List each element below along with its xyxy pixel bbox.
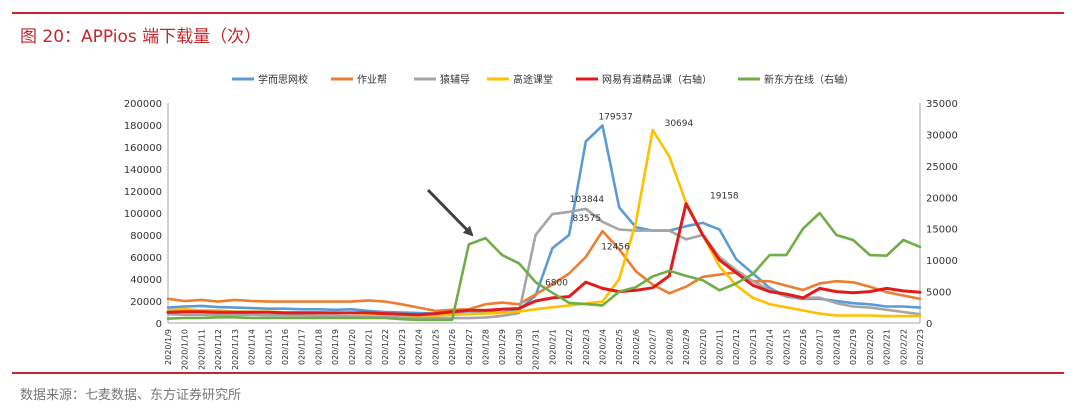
y-left-tick-label: 100000 [124,209,162,220]
series-line-6 [166,211,922,322]
y-left-tick-label: 60000 [130,253,162,264]
x-tick-label: 020/1/14 [248,329,257,365]
x-tick-label: 2020/2/3 [582,329,591,365]
x-tick-label: 020/1/21 [365,329,374,365]
x-tick-label: 2020/1/9 [164,329,173,365]
x-tick-label: 020/2/19 [849,329,858,365]
data-label: 83575 [572,214,601,224]
x-tick-label: 020/1/15 [264,329,273,365]
data-label: 6800 [545,278,568,288]
x-tick-label: 020/2/11 [715,329,724,365]
x-tick-label: 020/1/22 [381,329,390,365]
x-tick-label: 2020/1/12 [214,329,223,370]
x-tick-label: 2020/2/4 [598,329,607,365]
x-tick-label: 020/1/17 [298,329,307,365]
data-label: 30694 [665,119,694,129]
y-left-tick-label: 20000 [130,297,162,308]
series-line-5 [166,202,922,317]
x-tick-label: 020/2/13 [749,329,758,365]
x-tick-label: 2020/2/7 [649,329,658,365]
x-tick-label: 020/2/22 [899,329,908,365]
header-rule [12,12,1064,14]
y-left-tick-label: 120000 [124,187,162,198]
y-right-tick-label: 15000 [926,225,958,236]
series-line-1 [166,124,922,316]
x-tick-label: 2020/1/31 [532,329,541,370]
y-left-tick-label: 180000 [124,121,162,132]
x-tick-label: 020/1/30 [515,329,524,365]
legend-label: 高途课堂 [513,73,553,86]
y-left-tick-label: 80000 [130,231,162,242]
x-tick-label: 020/2/18 [832,329,841,365]
x-tick-label: 020/2/10 [699,329,708,365]
x-tick-label: 020/1/29 [498,329,507,365]
x-tick-label: 2020/1/10 [181,329,190,370]
y-left-tick-label: 140000 [124,165,162,176]
x-tick-label: 2020/2/5 [615,329,624,365]
x-tick-label: 020/1/19 [331,329,340,365]
figure-title: 图 20：APPios 端下载量（次） [20,27,262,47]
y-left-tick-label: 200000 [124,99,162,110]
y-right-tick-label: 30000 [926,130,958,141]
x-tick-label: 020/1/23 [398,329,407,365]
x-tick-label: 2020/2/1 [548,329,557,365]
x-tick-label: 020/1/27 [465,329,474,365]
legend-label: 学而思网校 [258,73,308,86]
legend-label: 作业帮 [357,74,387,86]
data-label: 103844 [570,195,605,205]
y-left-tick-label: 160000 [124,143,162,154]
x-tick-label: 020/2/16 [799,329,808,365]
y-right-tick-label: 20000 [926,193,958,204]
y-right-tick-label: 0 [926,319,932,330]
legend-label: 新东方在线（右轴） [764,73,854,86]
legend-label: 网易有道精品课（右轴） [602,73,712,86]
x-tick-label: 020/1/18 [314,329,323,365]
x-tick-label: 020/2/15 [782,329,791,365]
x-tick-label: 020/1/28 [482,329,491,365]
x-tick-label: 020/1/25 [431,329,440,365]
x-tick-label: 020/2/17 [816,329,825,365]
y-right-tick-label: 10000 [926,256,958,267]
x-tick-label: 020/2/14 [766,329,775,365]
x-tick-label: 020/1/20 [348,329,357,365]
x-tick-label: 020/2/23 [916,329,925,365]
source-note: 数据来源：七麦数据、东方证券研究所 [20,388,242,403]
data-label: 19158 [710,192,739,202]
callout-arrow [426,188,474,237]
x-tick-label: 2020/2/9 [682,329,691,365]
x-tick-label: 020/1/26 [448,329,457,365]
x-tick-label: 020/2/21 [883,329,892,365]
x-tick-label: 020/2/12 [732,329,741,365]
x-tick-label: 2020/1/13 [231,329,240,370]
x-tick-label: 2020/2/6 [632,329,641,365]
footer-rule [12,372,1064,374]
y-left-tick-label: 0 [156,319,162,330]
y-right-tick-label: 35000 [926,99,958,110]
series-line-2 [166,229,922,313]
data-label: 179537 [598,113,632,123]
x-tick-label: 2020/2/8 [665,329,674,365]
x-tick-label: 020/1/16 [281,329,290,365]
data-label: 12456 [601,242,630,252]
x-tick-label: 2020/1/11 [197,329,206,370]
y-left-tick-label: 40000 [130,275,162,286]
y-right-tick-label: 5000 [926,288,951,299]
legend-label: 猿辅导 [440,73,470,86]
x-tick-label: 020/1/24 [415,329,424,365]
x-tick-label: 2020/2/2 [565,329,574,365]
y-right-tick-label: 25000 [926,162,958,173]
x-tick-label: 020/2/20 [866,329,875,365]
